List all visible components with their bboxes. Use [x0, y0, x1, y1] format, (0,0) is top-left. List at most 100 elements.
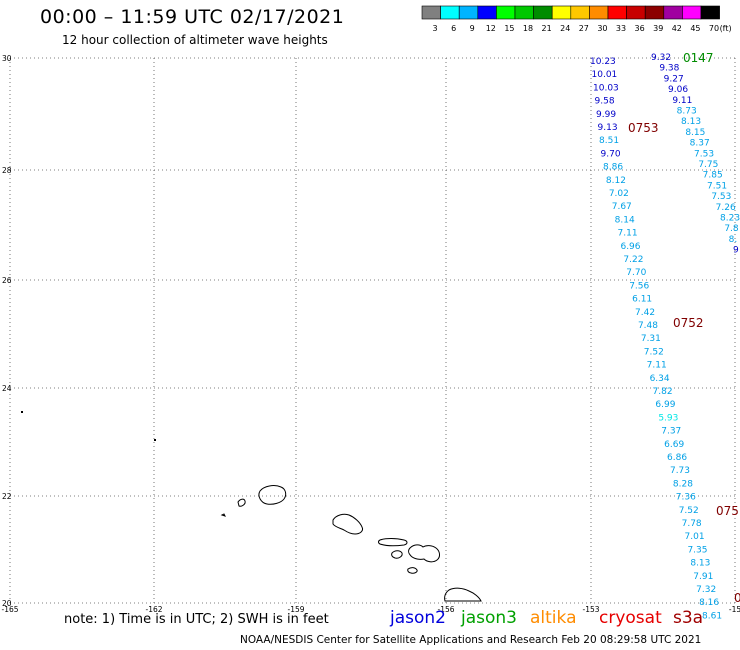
sat-altika-label: altika [530, 608, 577, 628]
island-kahoolawe [407, 567, 418, 574]
wave-height-label: 8.16 [699, 598, 719, 608]
scale-tick-label: 15 [504, 24, 514, 33]
wave-height-label: 8.14 [615, 215, 635, 225]
coastlines [21, 411, 482, 602]
wave-height-label: 8.13 [690, 559, 710, 569]
sat-jason2-label: jason2 [390, 608, 446, 628]
lon-label: -153 [582, 605, 599, 614]
wave-height-label: 7.11 [618, 229, 638, 239]
footnote: note: 1) Time is in UTC; 2) SWH is in fe… [64, 612, 329, 627]
lat-label: 28 [2, 166, 12, 175]
scale-swatch [551, 5, 572, 20]
scale-swatch [496, 5, 516, 20]
wave-height-label: 8.37 [690, 139, 710, 149]
wave-height-label: 7.22 [623, 255, 643, 265]
wave-height-label: 9.27 [664, 74, 684, 84]
lat-label: 24 [2, 384, 12, 393]
island-oahu [332, 513, 363, 535]
wave-height-label: 9.38 [659, 64, 679, 74]
wave-height-label: 7.35 [687, 545, 707, 555]
scale-tick-label: 27 [579, 24, 589, 33]
wave-height-label: 7.82 [653, 387, 673, 397]
wave-height-label: 8.15 [685, 128, 705, 138]
wave-height-label: 8.13 [681, 117, 701, 127]
wave-height-label: 7.85 [703, 171, 723, 181]
scale-swatch [477, 5, 497, 20]
wave-height-label: 7.02 [609, 189, 629, 199]
wave-height-label: 8.23 [720, 214, 740, 224]
wave-height-label: 8.86 [603, 163, 623, 173]
island-molokai [378, 538, 408, 547]
scale-swatch [533, 5, 553, 20]
wave-height-label: 7.75 [698, 160, 718, 170]
wave-height-label: 7.53 [694, 149, 714, 159]
scale-swatch [589, 5, 609, 20]
lat-label: 22 [2, 492, 12, 501]
sat-jason3-label: jason3 [461, 608, 517, 628]
scale-tick-label: 39 [653, 24, 663, 33]
scale-tick-label: 3 [432, 24, 437, 33]
wave-height-label: 9.70 [601, 149, 621, 159]
scale-swatch [514, 5, 534, 20]
scale-swatch [458, 5, 479, 20]
scale-tick-label: 24 [560, 24, 570, 33]
lon-label: -165 [1, 605, 18, 614]
wave-height-label: 7.67 [612, 202, 632, 212]
wave-height-label: 7.70 [626, 268, 646, 278]
scale-tick-label: 45 [690, 24, 700, 33]
pass-time-label: 0 [734, 591, 740, 605]
page-title: 00:00 – 11:59 UTC 02/17/2021 [40, 6, 345, 28]
wave-height-label: 8.51 [599, 136, 619, 146]
wave-height-label: 6.69 [664, 440, 684, 450]
island-maui [408, 544, 440, 563]
scale-tick-label: 9 [470, 24, 475, 33]
lat-label: 26 [2, 276, 12, 285]
wave-height-label: 6.86 [667, 453, 687, 463]
wave-height-label: 7.31 [641, 334, 661, 344]
scale-tick-label: 36 [635, 24, 645, 33]
lat-label: 30 [2, 54, 12, 63]
lon-label: -162 [145, 605, 162, 614]
scale-swatch [626, 5, 646, 20]
credit-footer: NOAA/NESDIS Center for Satellite Applica… [240, 634, 702, 646]
wave-height-label: 10.23 [590, 57, 616, 67]
sat-s3a-label: s3a [673, 608, 704, 628]
wave-height-label: 6.11 [632, 295, 652, 305]
wave-height-label: 9.58 [595, 97, 615, 107]
wave-height-label: 9 [733, 246, 739, 256]
lat-lon-grid [9, 57, 736, 604]
wave-height-label: 7.48 [638, 321, 658, 331]
wave-height-label: 7.8 [724, 224, 739, 234]
wave-height-label: 9.06 [668, 85, 688, 95]
wave-height-label: 5.93 [658, 413, 678, 423]
lon-label: -159 [287, 605, 304, 614]
wave-height-label: 6.96 [620, 242, 640, 252]
altimeter-tracks: 10.23 10.01 10.03 9.58 9.99 9.13 8.51 9.70 8.86 8… [590, 51, 740, 621]
lat-label: 20 [2, 599, 12, 608]
scale-swatch [682, 5, 702, 20]
scale-tick-label: 33 [616, 24, 626, 33]
color-scale-legend: 3 6 9 12 15 18 21 24 27 30 33 36 39 42 45 70 (ft) [421, 5, 732, 33]
wave-height-label: 7.91 [693, 572, 713, 582]
page-subtitle: 12 hour collection of altimeter wave hei… [62, 33, 328, 47]
pass-time-label: 0147 [683, 51, 714, 65]
islet-necker [21, 411, 23, 413]
wave-height-label: 8. [729, 235, 738, 245]
wave-height-label: 7.01 [685, 532, 705, 542]
scale-tick-label: 6 [451, 24, 456, 33]
island-niihau-west [237, 498, 246, 507]
scale-tick-label: 70 [709, 24, 719, 33]
wave-height-label: 7.52 [679, 506, 699, 516]
pass-time-label: 0752 [673, 316, 704, 330]
wave-height-label: 9.13 [598, 123, 618, 133]
wave-height-label: 7.26 [716, 203, 736, 213]
scale-tick-label: 12 [486, 24, 496, 33]
wave-height-label: 7.52 [644, 347, 664, 357]
wave-height-label: 7.56 [629, 281, 649, 291]
wave-height-label: 8.61 [702, 611, 722, 621]
island-lanai [391, 550, 403, 559]
wave-height-label: 10.01 [592, 70, 618, 80]
scale-swatch [663, 5, 683, 20]
scale-swatch [570, 5, 590, 20]
